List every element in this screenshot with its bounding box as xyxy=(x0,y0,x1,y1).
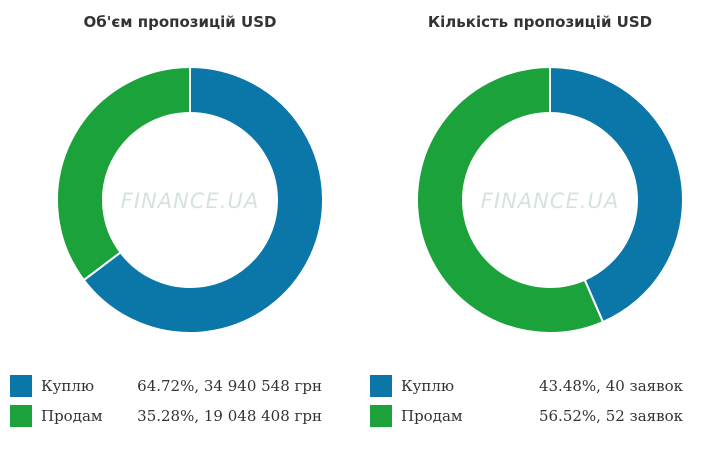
legend-label: Продам xyxy=(41,407,103,425)
donut-chart: FINANCE.UA xyxy=(56,65,324,334)
donut-slice-sell xyxy=(416,65,605,334)
legend-item-sell: Продам 35.28%, 19 048 408 грн xyxy=(10,405,322,427)
legend-value: 43.48%, 40 заявок xyxy=(538,377,683,395)
chart-title: Об'єм пропозицій USD xyxy=(83,13,277,31)
chart-title: Кількість пропозицій USD xyxy=(427,13,653,31)
legend-swatch-buy xyxy=(370,375,392,397)
count-chart-panel: Кількість пропозицій USD FINANCE.UA Купл… xyxy=(360,0,720,449)
legend-value: 56.52%, 52 заявок xyxy=(538,407,683,425)
legend-swatch-sell xyxy=(10,405,32,427)
donut-chart: FINANCE.UA xyxy=(416,65,684,334)
legend-value: 64.72%, 34 940 548 грн xyxy=(137,377,322,395)
legend-item-sell: Продам 56.52%, 52 заявок xyxy=(370,405,683,427)
legend-label: Куплю xyxy=(41,377,95,395)
donut-slice-sell xyxy=(56,65,191,282)
donut-slice-buy xyxy=(549,65,684,324)
watermark-text: FINANCE.UA xyxy=(481,189,619,213)
legend-swatch-buy xyxy=(10,375,32,397)
donut-slice-buy xyxy=(82,65,324,334)
legend-swatch-sell xyxy=(370,405,392,427)
legend-item-buy: Куплю 43.48%, 40 заявок xyxy=(370,375,683,397)
watermark-text: FINANCE.UA xyxy=(121,189,259,213)
legend-label: Продам xyxy=(401,407,463,425)
legend-label: Куплю xyxy=(401,377,455,395)
legend-item-buy: Куплю 64.72%, 34 940 548 грн xyxy=(10,375,322,397)
legend-value: 35.28%, 19 048 408 грн xyxy=(137,407,322,425)
volume-chart-panel: Об'єм пропозицій USD FINANCE.UA Куплю 64… xyxy=(10,13,324,427)
